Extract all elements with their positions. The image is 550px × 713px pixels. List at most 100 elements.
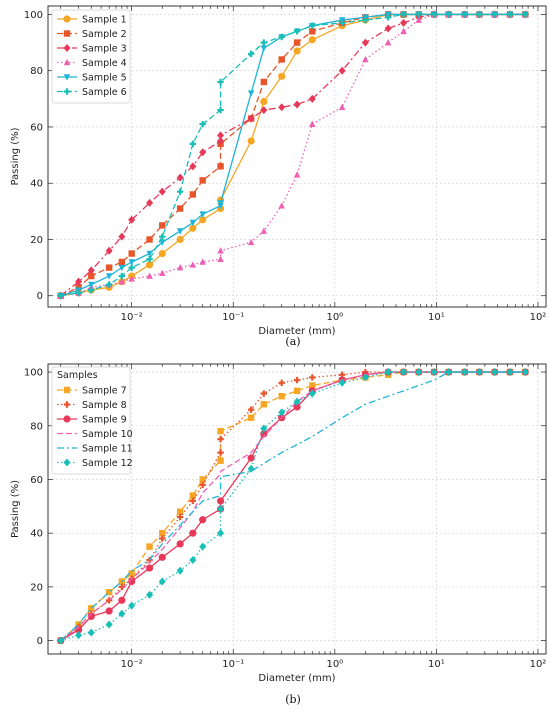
data-point [361,38,369,47]
data-point [75,631,83,640]
data-point [247,464,255,473]
data-point [217,106,224,114]
legend-entry: Sample 4 [82,58,127,69]
ticks [48,364,546,654]
y-tick-label: 0 [37,636,43,647]
data-point [105,264,113,271]
legend-entry: Sample 10 [82,429,133,440]
data-point [146,272,153,279]
y-tick-label: 80 [30,421,43,432]
data-point [158,553,166,561]
panel-caption: (b) [285,693,301,706]
data-point [128,601,136,610]
legend-entry: Sample 1 [82,15,127,26]
data-point [293,100,301,109]
data-point [247,50,255,58]
x-tick-label: 10⁻² [121,659,143,670]
data-point [430,368,438,377]
data-point [128,275,135,282]
data-point [400,11,407,18]
plot-frame [47,5,547,308]
x-tick-label: 10⁻¹ [222,312,244,323]
data-point [278,408,286,417]
data-point [415,11,422,18]
data-point [491,368,499,377]
data-point [189,497,197,505]
data-point [260,45,268,52]
data-point [293,39,301,46]
data-point [309,120,316,127]
data-point [415,16,422,23]
data-point [247,90,255,97]
legend: Sample 1 Sample 2 Sample 3 Sample 4 Sample 5… [51,9,131,104]
data-point [88,286,95,294]
data-point [260,401,268,408]
data-point [199,476,206,483]
data-point [217,247,224,254]
data-point [260,39,268,46]
series-sample-10 [60,371,526,642]
data-point [199,516,207,524]
data-point [189,529,197,537]
data-point [159,222,166,229]
legend-entry: Sample 6 [82,87,127,98]
x-tick-label: 10² [530,659,547,670]
data-point [199,211,206,218]
data-point [75,284,82,291]
x-tick-label: 10⁰ [326,659,343,670]
y-axis-label: Passing (%) [10,127,21,185]
legend: Samples Sample 7 Sample 8 Sample 9 Sample 10… [51,366,133,475]
y-tick-label: 20 [30,582,43,593]
data-point [247,238,255,246]
series-sample-12 [57,368,529,645]
data-point [189,219,197,227]
y-tick-label: 0 [37,291,43,302]
data-point [260,78,268,86]
x-tick-label: 10⁻¹ [222,659,244,670]
data-point [384,38,392,46]
y-tick-label: 60 [30,122,43,133]
data-point [159,535,166,542]
data-point [293,397,301,406]
x-tick-label: 10⁻² [121,312,143,323]
data-point [217,137,225,146]
data-point [159,239,166,246]
legend-entry: Sample 5 [82,73,127,84]
legend-marker [63,44,71,52]
data-point [105,273,113,280]
data-point [87,628,95,637]
data-point [293,171,301,178]
data-point [75,277,83,286]
data-point [309,22,316,29]
data-point [217,505,225,513]
data-point [158,249,166,258]
data-point [118,596,126,604]
legend-marker [63,15,71,23]
data-point [247,454,255,462]
data-point [217,449,224,456]
data-point [476,11,483,18]
legend-marker [63,401,71,408]
data-point [199,177,206,184]
data-point [400,368,408,377]
data-point [176,235,184,244]
x-axis-label: Diameter (mm) [258,673,335,684]
y-tick-label: 20 [30,235,43,246]
data-point [445,11,452,18]
data-point [415,368,423,377]
data-point [118,264,126,272]
data-point [146,250,153,258]
series-line [60,13,526,297]
data-point [247,137,255,145]
data-point [217,255,224,262]
panel-caption: (a) [285,335,300,348]
y-tick-label: 100 [24,368,43,379]
data-point [159,233,166,240]
data-point [88,281,95,289]
series-line [60,371,526,642]
data-point [278,202,285,209]
data-point [278,103,286,112]
data-point [145,261,154,269]
data-point [522,11,529,18]
legend-title: Samples [57,370,98,381]
